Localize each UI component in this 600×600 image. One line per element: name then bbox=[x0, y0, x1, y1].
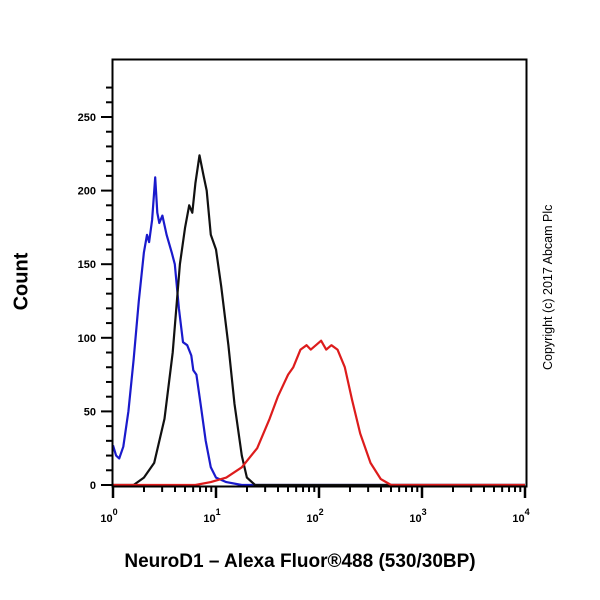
series-line-2 bbox=[113, 339, 525, 487]
x-tick-label: 102 bbox=[306, 507, 323, 525]
y-tick-label: 50 bbox=[84, 406, 96, 418]
x-tick-label: 101 bbox=[203, 507, 220, 525]
series-line-0 bbox=[111, 176, 525, 487]
y-tick-label: 0 bbox=[90, 480, 96, 492]
y-tick-label: 150 bbox=[78, 259, 96, 271]
series-line-1 bbox=[113, 154, 525, 487]
x-tick-label: 100 bbox=[100, 507, 117, 525]
x-tick-label: 104 bbox=[512, 507, 529, 525]
y-axis: 0 50 100 150 200 250 bbox=[78, 86, 112, 492]
x-axis-label: NeuroD1 – Alexa Fluor®488 (530/30BP) bbox=[124, 551, 476, 572]
y-tick-label: 250 bbox=[78, 112, 96, 124]
x-axis: 100 101 102 103 104 bbox=[100, 486, 530, 525]
copyright-notice: Copyright (c) 2017 Abcam Plc bbox=[541, 204, 555, 370]
y-axis-label: Count bbox=[10, 252, 33, 311]
x-tick-label: 103 bbox=[409, 507, 426, 525]
y-tick-label: 100 bbox=[78, 333, 96, 345]
y-tick-label: 200 bbox=[78, 186, 96, 198]
histogram-curves bbox=[111, 154, 525, 487]
